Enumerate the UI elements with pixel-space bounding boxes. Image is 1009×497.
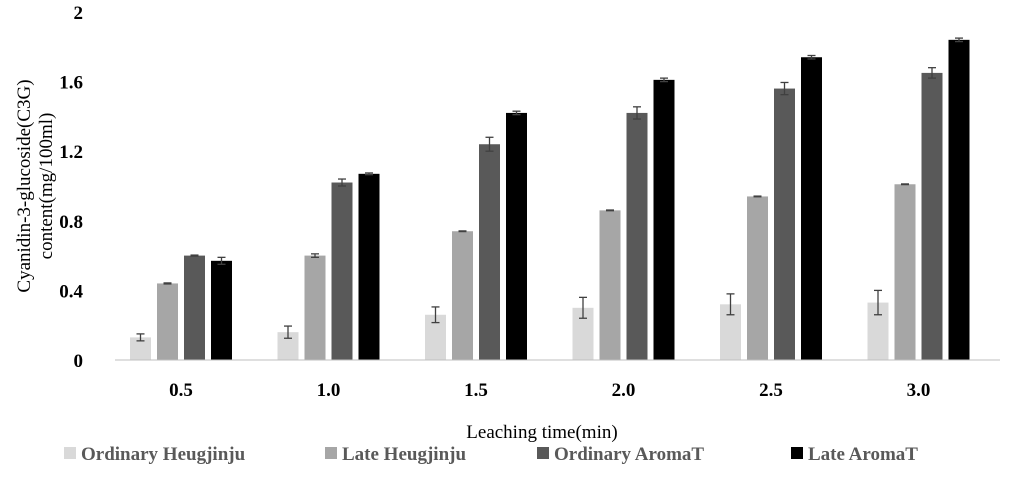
bar xyxy=(948,39,970,361)
bar xyxy=(720,304,741,360)
bar xyxy=(599,210,621,360)
legend-item: Late Heugjinju xyxy=(325,444,466,465)
y-axis-ticks: 0 0.4 0.8 1.2 1.6 2 xyxy=(59,3,83,372)
legend: Ordinary Heugjinju Late Heugjinju Ordinary… xyxy=(64,444,918,465)
legend-label: Late AromaT xyxy=(808,444,918,465)
y-tick-label: 1.6 xyxy=(59,73,83,94)
x-tick-label: 1.5 xyxy=(464,380,488,401)
legend-label: Ordinary AromaT xyxy=(554,444,704,465)
bar xyxy=(801,57,822,361)
bar xyxy=(425,314,446,360)
bar xyxy=(211,260,232,360)
x-tick-label: 2.5 xyxy=(759,380,783,401)
y-axis-title-line: content(mg/100ml) xyxy=(36,113,57,260)
legend-swatch xyxy=(325,447,337,459)
y-tick-label: 0.8 xyxy=(59,212,83,233)
bar xyxy=(747,196,768,360)
y-tick-label: 0.4 xyxy=(59,281,83,302)
bar xyxy=(331,182,353,360)
legend-item: Late AromaT xyxy=(791,444,918,465)
y-axis-title: Cyanidin-3-glucoside(C3G)content(mg/100m… xyxy=(14,79,57,292)
legend-swatch xyxy=(537,447,549,459)
legend-item: Ordinary Heugjinju xyxy=(64,444,246,465)
y-axis-title-line: Cyanidin-3-glucoside(C3G) xyxy=(14,79,35,292)
legend-swatch xyxy=(64,447,76,459)
legend-item: Ordinary AromaT xyxy=(537,444,704,465)
bar xyxy=(506,112,527,360)
x-tick-label: 1.0 xyxy=(317,380,341,401)
bar xyxy=(774,88,795,360)
bar xyxy=(867,302,889,360)
bar xyxy=(304,255,326,360)
error-bars xyxy=(136,37,963,342)
bar xyxy=(184,255,205,360)
bar xyxy=(277,332,299,360)
bar xyxy=(572,307,594,360)
bar xyxy=(358,173,380,360)
legend-label: Ordinary Heugjinju xyxy=(81,444,246,465)
bar xyxy=(921,72,943,361)
x-axis-ticks: 0.5 1.0 1.5 2.0 2.5 3.0 xyxy=(169,380,930,401)
x-axis-title: Leaching time(min) xyxy=(466,422,617,443)
y-tick-label: 2 xyxy=(74,3,84,24)
bar xyxy=(894,184,916,360)
legend-swatch xyxy=(791,447,803,459)
bar xyxy=(626,112,648,360)
bar xyxy=(130,337,151,360)
x-tick-label: 2.0 xyxy=(612,380,636,401)
x-tick-label: 0.5 xyxy=(169,380,193,401)
y-tick-label: 0 xyxy=(74,351,84,372)
bar xyxy=(157,283,178,360)
y-tick-label: 1.2 xyxy=(59,142,83,163)
x-tick-label: 3.0 xyxy=(907,380,931,401)
bar xyxy=(452,231,473,360)
legend-label: Late Heugjinju xyxy=(342,444,466,465)
bar xyxy=(479,144,500,360)
bar xyxy=(653,79,675,361)
bars xyxy=(130,39,970,361)
